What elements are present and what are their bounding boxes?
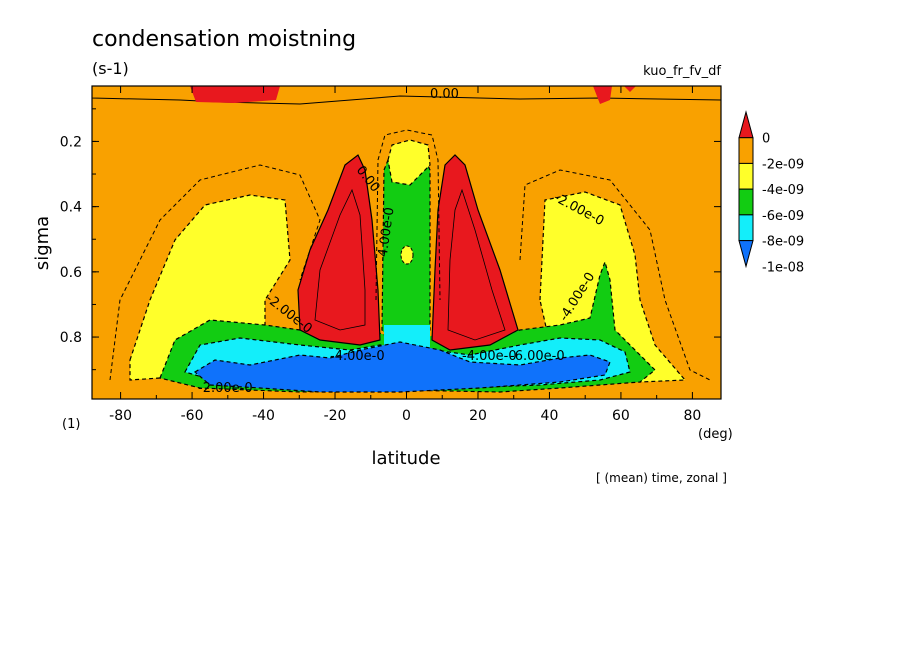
colorbar-swatch — [738, 214, 754, 242]
column-yellow-cap — [387, 139, 431, 186]
red-plume-right — [431, 154, 519, 351]
x-tick-label: -40 — [252, 408, 275, 424]
x-tick-label: 80 — [683, 408, 701, 424]
y-tick-label: 0.6 — [60, 265, 82, 281]
blue-core — [193, 341, 611, 393]
y-tick-label: 0.8 — [60, 330, 82, 346]
column-yellow-spot — [400, 245, 414, 265]
units-label: (s-1) — [92, 59, 129, 78]
x-axis: -80 -60 -40 -20 0 20 40 60 80 — [109, 86, 701, 424]
y-tick-label: 0.4 — [60, 200, 82, 216]
top-red-right — [593, 86, 612, 104]
x-axis-title: latitude — [371, 448, 440, 469]
red-plume-left — [297, 154, 381, 346]
x-tick-label: 60 — [612, 408, 630, 424]
averaging-note: [ (mean) time, zonal ] — [596, 471, 727, 485]
y-axis-title: sigma — [32, 216, 53, 270]
colorbar-label: -2e-09 — [762, 157, 804, 172]
colorbar-label: -6e-09 — [762, 209, 804, 224]
y-unit-label: (1) — [62, 417, 80, 432]
x-tick-label: -60 — [181, 408, 204, 424]
contour-label: 0.00 — [430, 87, 459, 102]
x-tick-label: 20 — [469, 408, 487, 424]
contour-label: -4.00e-0 — [330, 349, 385, 364]
contour-label: -2.00e-0 — [198, 381, 253, 396]
colorbar-label: 0 — [762, 132, 770, 147]
red-plume-left-inner — [314, 188, 366, 331]
colorbar: 0 -2e-09 -4e-09 -6e-09 -8e-09 -1e-08 — [738, 110, 804, 275]
colorbar-label: -1e-08 — [762, 260, 804, 275]
colorbar-swatch — [738, 110, 754, 139]
x-tick-label: -80 — [109, 408, 132, 424]
colorbar-label: -4e-09 — [762, 183, 804, 198]
y-axis: 0.2 0.4 0.6 0.8 — [60, 108, 721, 371]
colorbar-swatch — [738, 188, 754, 216]
contour-label: -6.00e-0 — [510, 349, 565, 364]
x-tick-label: 40 — [541, 408, 559, 424]
top-red-left — [190, 86, 280, 103]
colorbar-swatch — [738, 240, 754, 269]
y-tick-label: 0.2 — [60, 134, 82, 150]
contour-label: -4.00e-0 — [462, 349, 517, 364]
outer-contour-column — [375, 129, 441, 301]
plot-area — [92, 86, 721, 399]
colorbar-swatch — [738, 162, 754, 190]
colorbar-label: -8e-09 — [762, 235, 804, 250]
red-plume-right-inner — [447, 188, 506, 341]
x-unit-label: (deg) — [698, 427, 733, 442]
x-tick-label: 0 — [402, 408, 411, 424]
dataset-label: kuo_fr_fv_df — [643, 64, 721, 79]
colorbar-swatch — [738, 137, 754, 164]
top-red-right2 — [624, 86, 636, 92]
x-tick-label: -20 — [324, 408, 347, 424]
outer-contour-right — [519, 169, 711, 381]
chart-title: condensation moistning — [92, 27, 356, 52]
